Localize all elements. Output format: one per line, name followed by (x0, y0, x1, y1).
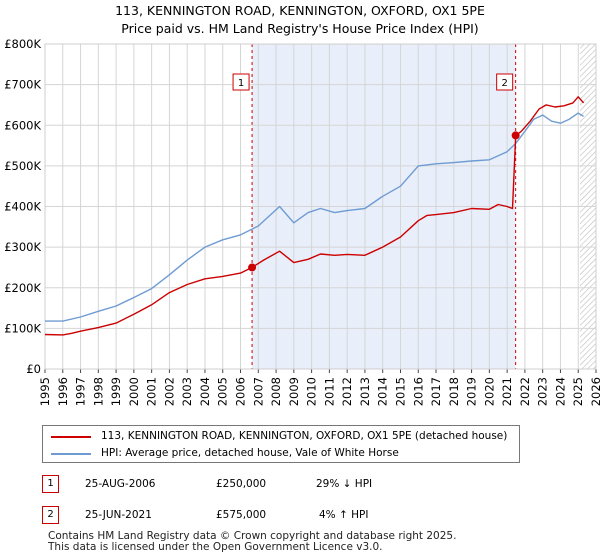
price-series-line (44, 96, 585, 336)
sale-badge-label: 1 (238, 78, 244, 89)
transaction-delta: 29% ↓ HPI (316, 478, 373, 490)
x-tick-label: 2008 (269, 377, 283, 406)
y-tick-label: £200K (4, 281, 41, 295)
x-tick-label: 2024 (553, 377, 567, 406)
x-tick-label: 2022 (518, 377, 532, 406)
x-tick-label: 2021 (500, 377, 514, 406)
y-tick-label: £700K (4, 78, 41, 92)
x-tick-label: 2020 (482, 377, 496, 406)
transaction-date: 25-AUG-2006 (85, 478, 156, 490)
footer-licence: This data is licensed under the Open Gov… (48, 541, 383, 553)
x-tick-label: 2006 (234, 377, 248, 406)
footer-copyright: Contains HM Land Registry data © Crown c… (48, 530, 457, 542)
hpi-series-line (45, 112, 584, 322)
x-tick-label: 2002 (162, 377, 176, 406)
sale-badge (496, 73, 514, 91)
y-tick-label: £800K (4, 37, 41, 51)
x-tick-label: 2000 (127, 377, 141, 406)
sale-point (248, 263, 257, 272)
x-tick-label: 2017 (429, 377, 443, 406)
sale-badge-label: 2 (501, 78, 507, 89)
transaction-delta: 4% ↑ HPI (319, 509, 369, 521)
transaction-date: 25-JUN-2021 (85, 509, 152, 521)
x-tick-label: 2012 (340, 377, 354, 406)
x-tick-label: 1995 (38, 377, 52, 406)
x-tick-label: 2015 (393, 377, 407, 406)
x-tick-label: 2026 (589, 377, 600, 406)
y-tick-label: £300K (4, 240, 41, 254)
sale-point (511, 131, 520, 140)
transaction-badge: 2 (42, 506, 59, 524)
x-tick-label: 2013 (358, 377, 372, 406)
x-tick-label: 2023 (536, 377, 550, 406)
transaction-price: £250,000 (216, 478, 267, 490)
legend-price-label: 113, KENNINGTON ROAD, KENNINGTON, OXFORD… (101, 430, 508, 442)
y-tick-label: £500K (4, 159, 41, 173)
price-line-swatch (51, 436, 91, 438)
chart-subtitle: Price paid vs. HM Land Registry's House … (121, 21, 479, 36)
price-chart: £0 £100K £200K £300K £400K £500K £600K £700K £80… (4, 37, 600, 406)
x-tick-label: 2011 (322, 377, 336, 406)
x-tick-label: 2025 (571, 377, 585, 406)
x-tick-label: 2014 (376, 377, 390, 406)
transaction-price: £575,000 (216, 509, 267, 521)
x-tick-label: 2018 (447, 377, 461, 406)
y-tick-label: £100K (4, 321, 41, 335)
x-tick-label: 1999 (109, 377, 123, 406)
x-tick-label: 2019 (465, 377, 479, 406)
y-tick-label: £400K (4, 200, 41, 214)
legend-hpi-label: HPI: Average price, detached house, Vale… (101, 447, 399, 459)
x-tick-label: 1997 (74, 377, 88, 406)
legend: 113, KENNINGTON ROAD, KENNINGTON, OXFORD… (42, 425, 520, 463)
x-tick-label: 1998 (91, 377, 105, 406)
sale-badge (232, 73, 250, 91)
x-tick-label: 2010 (305, 377, 319, 406)
y-tick-label: £0 (26, 362, 41, 376)
y-tick-label: £600K (4, 118, 41, 132)
chart-title: 113, KENNINGTON ROAD, KENNINGTON, OXFORD… (115, 3, 485, 18)
x-tick-label: 2007 (251, 377, 265, 406)
x-tick-label: 2009 (287, 377, 301, 406)
x-tick-label: 2005 (216, 377, 230, 406)
x-tick-label: 2001 (145, 377, 159, 406)
transaction-badge: 1 (42, 475, 59, 493)
x-tick-label: 2004 (198, 377, 212, 406)
x-tick-label: 2003 (180, 377, 194, 406)
x-tick-label: 2016 (411, 377, 425, 406)
x-tick-label: 1996 (56, 377, 70, 406)
hpi-line-swatch (51, 453, 91, 455)
plot-border (44, 43, 597, 370)
